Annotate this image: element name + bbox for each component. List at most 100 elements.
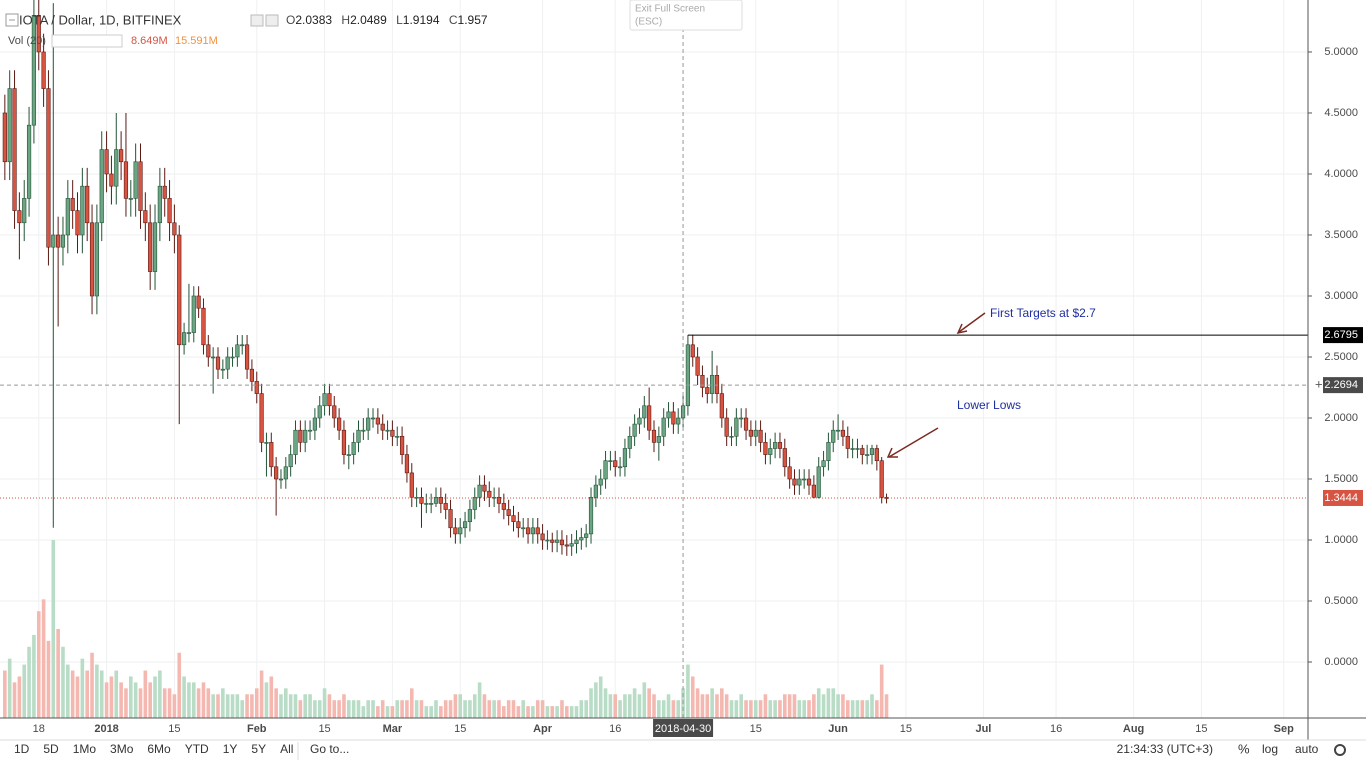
range-button[interactable]: 1Y — [223, 742, 238, 756]
volume-bar — [598, 676, 603, 718]
x-tick-label: Aug — [1123, 723, 1144, 735]
volume-bar — [332, 700, 337, 718]
range-button[interactable]: 5D — [43, 742, 59, 756]
eye-icon[interactable] — [250, 14, 264, 27]
volume-bar — [787, 694, 792, 718]
x-tick-label: 15 — [750, 723, 762, 735]
candle-body — [763, 442, 768, 455]
range-button[interactable]: 1D — [14, 742, 30, 756]
percent-button[interactable]: % — [1238, 741, 1250, 756]
settings-button[interactable] — [1334, 744, 1346, 756]
candle-body — [264, 442, 269, 444]
volume-bar — [308, 694, 312, 718]
candle-body — [148, 222, 153, 272]
candle-body — [269, 442, 274, 468]
candle-body — [419, 496, 424, 504]
volume-bar — [12, 682, 17, 718]
candle-body — [676, 417, 681, 425]
x-tick-label: Jun — [828, 723, 848, 735]
candle-body — [162, 185, 167, 199]
range-button[interactable]: 5Y — [251, 742, 266, 756]
candle-body — [99, 149, 104, 224]
volume-bar — [254, 688, 259, 718]
candle-body — [385, 429, 390, 432]
volume-bar — [492, 700, 496, 718]
ohlc-legend: O2.0383 H2.0489 L1.9194 C1.957 — [286, 13, 488, 27]
candle-body — [395, 435, 400, 438]
x-tick-label: Mar — [383, 723, 403, 735]
candle-body — [661, 417, 666, 437]
candle-body — [298, 429, 303, 443]
volume-bar — [545, 706, 550, 718]
arrow-head — [886, 447, 898, 458]
volume-bar — [443, 700, 448, 718]
volume-bar — [41, 599, 46, 718]
volume-bar — [594, 682, 598, 718]
volume-bar — [298, 700, 303, 718]
volume-bar — [468, 700, 472, 718]
c-value: 1.957 — [458, 13, 488, 27]
volume-bar — [196, 688, 201, 718]
candle-body — [375, 417, 380, 425]
volume-bar — [448, 700, 453, 718]
range-button[interactable]: 6Mo — [147, 742, 171, 756]
range-button[interactable]: 1Mo — [73, 742, 97, 756]
candle-body — [322, 393, 327, 407]
candle-body — [525, 527, 531, 535]
candle-body — [220, 368, 225, 371]
volume-bar — [109, 676, 114, 718]
candle-body — [477, 484, 482, 498]
candle-body — [380, 423, 385, 431]
candle-body — [22, 198, 27, 224]
candle-body — [651, 429, 657, 443]
candle-body — [617, 466, 623, 469]
volume-bar — [661, 700, 666, 718]
candle-body — [487, 490, 492, 498]
candle-body — [748, 429, 753, 437]
candle-body — [206, 344, 211, 358]
volume-bar — [569, 706, 574, 718]
candle-body — [104, 149, 109, 175]
candle-body — [545, 539, 550, 542]
candle-body — [584, 533, 589, 538]
volume-bar — [453, 694, 458, 718]
volume-bar — [516, 706, 521, 718]
candle-body — [453, 527, 458, 535]
volume-bar — [129, 676, 133, 718]
add-icon[interactable]: + — [1315, 376, 1323, 391]
arrow-head — [956, 323, 968, 335]
goto-button[interactable]: Go to... — [310, 742, 349, 756]
range-button[interactable]: All — [280, 742, 293, 756]
tooltip-text: Exit Full Screen — [635, 4, 705, 15]
candle-body — [409, 472, 414, 498]
range-button[interactable]: 3Mo — [110, 742, 134, 756]
volume-bar — [729, 700, 734, 718]
volume-bar — [845, 700, 850, 718]
volume-bar — [753, 700, 758, 718]
candle-body — [17, 210, 22, 224]
settings-icon[interactable] — [265, 14, 279, 27]
crosshair-price-box — [1323, 377, 1363, 394]
volume-bar — [758, 700, 763, 718]
volume-bar — [3, 670, 7, 718]
candle-body — [390, 429, 395, 437]
volume-bar — [56, 629, 60, 718]
candle-body — [259, 393, 264, 443]
volume-bar — [613, 694, 618, 718]
range-button[interactable]: YTD — [185, 742, 209, 756]
candle-body — [356, 429, 361, 443]
y-tick-label: 3.5000 — [1324, 229, 1358, 241]
auto-button[interactable]: auto — [1295, 742, 1319, 756]
candle-body — [647, 405, 652, 431]
candle-body — [443, 503, 448, 510]
candle-body — [109, 173, 114, 187]
volume-bar — [172, 694, 177, 718]
candle-body — [690, 344, 695, 358]
log-button[interactable]: log — [1262, 742, 1278, 756]
volume-bar — [167, 688, 172, 718]
candle-body — [36, 15, 41, 53]
volume-bar — [390, 706, 395, 718]
volume-controls[interactable] — [51, 34, 123, 48]
candle-body — [26, 124, 32, 199]
candle-body — [768, 448, 773, 455]
